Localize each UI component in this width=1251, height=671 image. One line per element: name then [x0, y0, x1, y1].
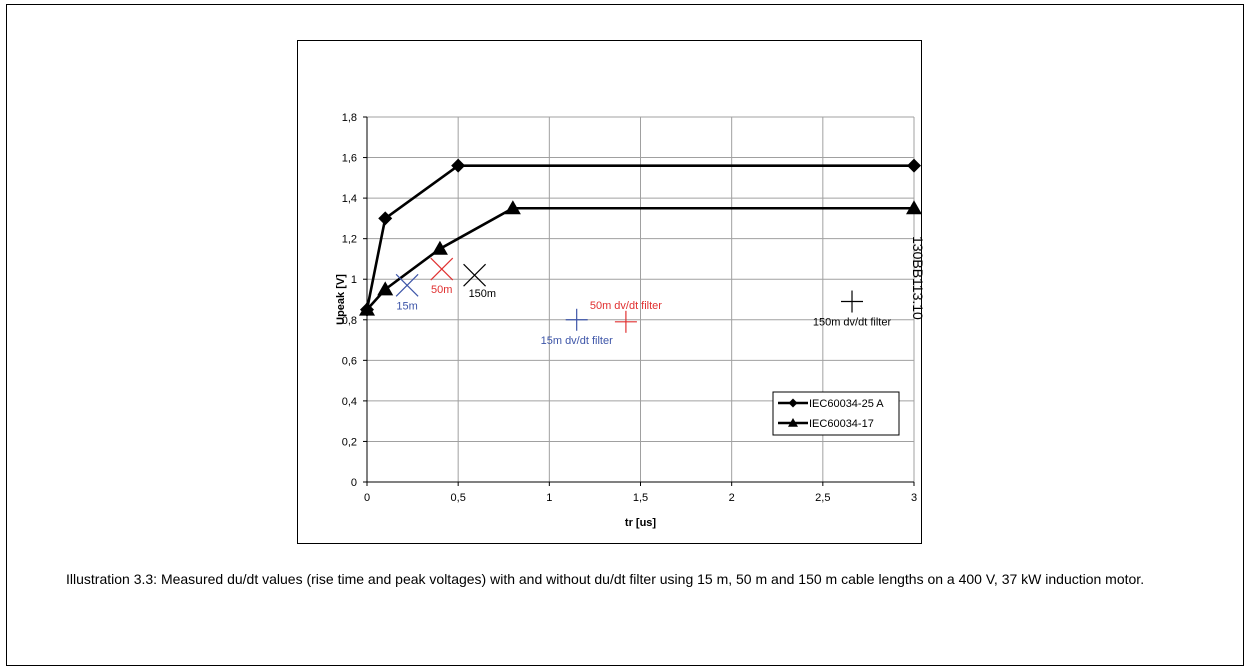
- legend-box: [772, 391, 900, 436]
- annotation-marker-3: [463, 263, 487, 287]
- x-tick-label: 0,5: [451, 492, 466, 504]
- x-tick-label: 2: [729, 492, 735, 504]
- series-2-point: [359, 301, 375, 316]
- x-tick-label: 1,5: [633, 492, 648, 504]
- series-1-point: [451, 158, 466, 173]
- x-tick-label: 1: [546, 492, 552, 504]
- document-id: 130BB113.10: [910, 236, 926, 320]
- annotation-marker-2: [430, 257, 454, 281]
- y-tick-label: 0: [351, 477, 357, 489]
- y-tick-label: 1,2: [342, 234, 357, 246]
- annotation-marker-1: [395, 273, 419, 297]
- series-line-1: [365, 164, 914, 310]
- page-frame: [6, 4, 1244, 666]
- series-1-point: [907, 158, 921, 173]
- annotation-marker-5: [614, 310, 637, 333]
- legend-label-2: IEC60034-17: [809, 418, 874, 430]
- y-axis-title: Upeak [V]: [335, 274, 347, 325]
- y-tick-label: 1,4: [342, 193, 357, 205]
- series-1-point: [378, 211, 393, 226]
- annotation-marker-2-stroke: [430, 257, 454, 281]
- y-tick-label: 0,2: [342, 436, 357, 448]
- legend-label-1: IEC60034-25 A: [809, 398, 884, 410]
- chart-container: 0 0,2 0,4 0,6 0,8 1 1,2 1,4 1,6 1,8 0 0,5 1 1,5 2 2,5 3 t…: [297, 40, 922, 544]
- annotation-marker-4: [565, 308, 588, 331]
- y-tick-label: 1,8: [342, 112, 357, 124]
- y-tick-label: 0,8: [342, 315, 357, 327]
- series-2-point: [377, 281, 394, 296]
- annotation-marker-3-stroke: [463, 263, 487, 287]
- legend-marker-2: [788, 418, 798, 427]
- series-2-point: [431, 240, 448, 255]
- x-tick-label: 2,5: [815, 492, 830, 504]
- annotation-label-1: 15m: [396, 300, 417, 312]
- annotation-label-2: 50m: [431, 284, 452, 296]
- y-tick-label: 0,6: [342, 355, 357, 367]
- legend-marker-1: [788, 398, 798, 408]
- y-tick-label: 1,6: [342, 153, 357, 165]
- x-tick-label: 0: [364, 492, 370, 504]
- chart-svg: 0 0,2 0,4 0,6 0,8 1 1,2 1,4 1,6 1,8 0 0,5 1 1,5 2 2,5 3 t…: [335, 112, 921, 529]
- annotation-label-4: 15m dv/dt filter: [541, 335, 613, 347]
- y-tick-label: 0,4: [342, 396, 357, 408]
- series-2-point: [906, 200, 921, 215]
- y-tick-label: 1: [351, 274, 357, 286]
- annotation-label-6: 150m dv/dt filter: [813, 317, 892, 329]
- annotation-marker-1-stroke: [395, 273, 419, 297]
- series-2-point: [504, 200, 521, 215]
- x-axis-title: tr [us]: [625, 517, 657, 529]
- annotation-marker-6: [841, 290, 864, 313]
- x-tick-label: 3: [911, 492, 917, 504]
- figure-caption: Illustration 3.3: Measured du/dt values …: [66, 571, 1145, 587]
- annotation-label-3: 150m: [469, 288, 497, 300]
- annotation-label-5: 50m dv/dt filter: [590, 300, 662, 312]
